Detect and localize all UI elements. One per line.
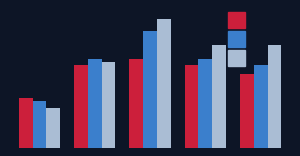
Bar (157, 19, 171, 148)
Bar (46, 108, 60, 148)
Bar (74, 65, 88, 148)
Bar (19, 98, 32, 148)
Bar (198, 59, 212, 148)
Bar (88, 59, 102, 148)
Bar (102, 62, 116, 148)
Bar (184, 65, 198, 148)
Bar (212, 45, 226, 148)
Bar (240, 74, 254, 148)
Bar (254, 65, 268, 148)
Bar (268, 45, 281, 148)
Bar (129, 59, 143, 148)
Bar (143, 31, 157, 148)
Bar (32, 101, 46, 148)
